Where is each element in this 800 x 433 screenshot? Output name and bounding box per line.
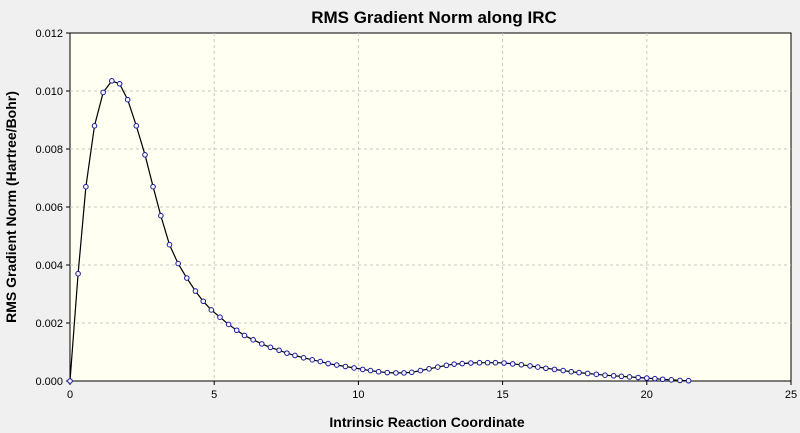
y-tick-label: 0.010 xyxy=(35,86,63,98)
x-tick-label: 0 xyxy=(67,389,73,401)
y-tick-label: 0.012 xyxy=(35,28,63,40)
series xyxy=(67,78,692,384)
data-point xyxy=(568,368,575,375)
data-point xyxy=(91,123,98,129)
data-point xyxy=(484,359,491,366)
data-point xyxy=(527,363,533,369)
data-point xyxy=(434,364,441,370)
data-point xyxy=(250,337,256,343)
data-point xyxy=(100,89,106,96)
data-point xyxy=(166,241,173,248)
data-point xyxy=(459,360,466,367)
x-tick-label: 25 xyxy=(785,389,797,401)
data-point xyxy=(509,361,516,367)
data-point xyxy=(644,375,650,381)
data-point xyxy=(75,270,81,277)
y-tick-label: 0.002 xyxy=(35,318,63,330)
data-point xyxy=(384,369,391,376)
data-point xyxy=(233,327,240,334)
data-point xyxy=(534,364,541,370)
data-point xyxy=(626,374,633,380)
data-point xyxy=(258,341,265,347)
y-tick-label: 0.008 xyxy=(35,144,63,156)
data-point xyxy=(142,152,148,158)
data-point xyxy=(309,357,316,363)
data-point xyxy=(217,314,223,321)
x-axis-title: Intrinsic Reaction Coordinate xyxy=(329,414,524,430)
data-point xyxy=(109,78,115,84)
data-point xyxy=(325,360,331,367)
data-point xyxy=(685,377,692,384)
data-point xyxy=(443,362,450,369)
data-point xyxy=(451,361,457,367)
data-point xyxy=(584,370,591,377)
data-point xyxy=(124,96,131,103)
chart-title: RMS Gradient Norm along IRC xyxy=(311,8,557,27)
x-tick-label: 20 xyxy=(641,389,653,401)
data-point xyxy=(292,352,298,359)
data-point xyxy=(200,298,207,305)
x-tick-label: 10 xyxy=(352,389,364,401)
data-point xyxy=(67,378,73,384)
data-point xyxy=(367,367,374,374)
data-point xyxy=(417,367,424,374)
data-point xyxy=(225,321,232,328)
data-point xyxy=(468,360,474,366)
data-point xyxy=(208,307,215,313)
data-point xyxy=(476,359,483,366)
data-point xyxy=(492,359,499,366)
data-point xyxy=(133,123,140,129)
data-point xyxy=(551,366,558,373)
y-tick-label: 0.000 xyxy=(35,376,63,388)
data-point xyxy=(276,347,282,354)
y-tick-label: 0.006 xyxy=(35,202,63,214)
data-point xyxy=(576,369,582,376)
data-point xyxy=(635,374,641,381)
data-point xyxy=(560,367,566,374)
data-point xyxy=(175,260,181,267)
x-tick-label: 5 xyxy=(211,389,217,401)
data-point xyxy=(426,366,432,372)
data-point xyxy=(158,212,164,219)
x-tick-label: 15 xyxy=(496,389,508,401)
data-point xyxy=(83,183,89,190)
data-point xyxy=(184,275,190,281)
data-point xyxy=(192,288,199,294)
axes: 0 5 10 15 20 25 0.000 0.002 0.004 0.006 0.008 0.010… xyxy=(35,28,797,401)
grid xyxy=(70,33,791,381)
data-point xyxy=(652,375,658,382)
y-axis-title: RMS Gradient Norm (Hartree/Bohr) xyxy=(3,91,19,323)
data-point xyxy=(317,358,324,365)
data-point xyxy=(267,344,274,351)
data-point xyxy=(342,363,349,370)
data-point xyxy=(618,373,625,380)
data-point xyxy=(393,370,399,376)
data-point xyxy=(241,332,248,339)
data-point xyxy=(333,362,340,368)
data-point xyxy=(375,368,382,375)
data-point xyxy=(518,361,525,368)
data-point xyxy=(408,369,415,376)
data-point xyxy=(501,360,507,366)
data-point xyxy=(602,372,608,379)
data-point xyxy=(668,377,675,383)
data-point xyxy=(284,350,290,356)
data-point xyxy=(593,371,600,378)
data-point xyxy=(401,370,407,376)
y-tick-label: 0.004 xyxy=(35,260,63,272)
data-point xyxy=(300,355,307,361)
data-point xyxy=(116,80,123,87)
data-point xyxy=(677,377,683,384)
data-point xyxy=(359,366,366,373)
data-point xyxy=(351,365,357,371)
data-point xyxy=(659,376,666,383)
data-point xyxy=(610,372,617,379)
data-point xyxy=(150,183,156,190)
data-point xyxy=(543,365,549,372)
